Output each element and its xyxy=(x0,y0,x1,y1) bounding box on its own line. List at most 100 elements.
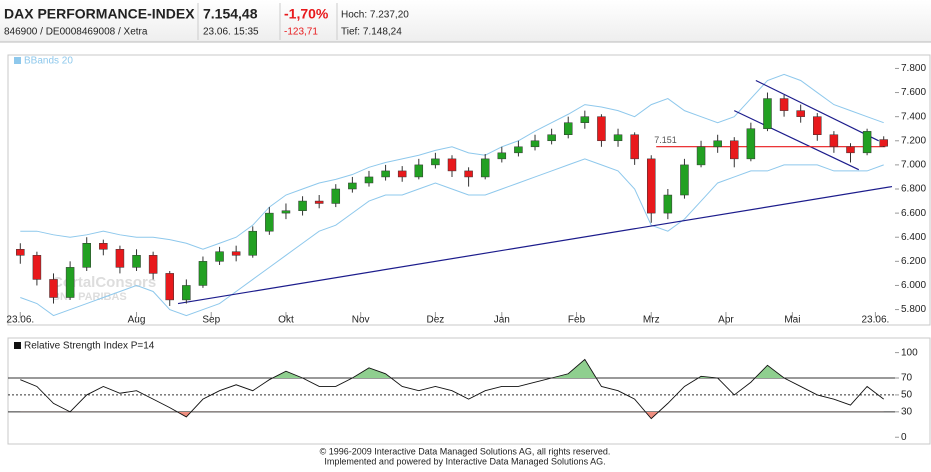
x-tick-label: Okt xyxy=(278,315,294,326)
candle-body xyxy=(265,212,274,232)
bollinger-band xyxy=(20,158,884,317)
y-tick-label: 5.800 xyxy=(901,304,926,315)
watermark: CortalConsors xyxy=(52,274,156,291)
candle-body xyxy=(846,146,855,154)
y-tick-label: 30 xyxy=(901,406,913,417)
candle-body xyxy=(198,261,208,286)
candle-body xyxy=(862,131,872,154)
x-tick-label: Aug xyxy=(128,315,146,326)
candle-body xyxy=(414,164,424,178)
legend-swatch xyxy=(14,342,21,349)
candle-body xyxy=(613,134,623,142)
candle-body xyxy=(680,164,689,196)
candle-body xyxy=(779,98,789,111)
candle-body xyxy=(148,255,158,274)
x-tick-label: Sep xyxy=(202,315,220,326)
candle-body xyxy=(397,170,407,178)
candle-body xyxy=(563,122,573,135)
candle-body xyxy=(696,146,706,166)
candle-body xyxy=(99,243,108,250)
candle-body xyxy=(364,176,374,184)
candle-body xyxy=(796,110,805,117)
horizontal-line-label: 7.151 xyxy=(654,135,677,145)
x-tick-label: Apr xyxy=(718,315,734,326)
candle-body xyxy=(447,158,457,172)
time: 23.06. 15:35 xyxy=(203,27,259,38)
legend-swatch xyxy=(14,57,21,64)
candle-body xyxy=(480,158,490,178)
candle-body xyxy=(16,249,25,256)
header-bar xyxy=(0,0,931,42)
price: 7.154,48 xyxy=(203,6,258,22)
candle-body xyxy=(597,116,606,142)
x-tick-label: Dez xyxy=(426,315,444,326)
candle-body xyxy=(381,170,390,178)
candle-body xyxy=(663,194,673,214)
high: Hoch: 7.237,20 xyxy=(341,10,409,21)
candle-body xyxy=(746,128,756,160)
candle-body xyxy=(763,98,772,129)
y-tick-label: 7.800 xyxy=(901,63,926,74)
x-tick-label: 23.06. xyxy=(6,315,34,326)
y-tick-label: 6.200 xyxy=(901,256,926,267)
y-tick-label: 7.400 xyxy=(901,111,926,122)
change-abs: -123,71 xyxy=(284,27,318,38)
y-tick-label: 7.200 xyxy=(901,135,926,146)
trendline xyxy=(177,185,893,305)
y-tick-label: 50 xyxy=(901,390,913,401)
candle-body xyxy=(314,200,324,204)
footer: © 1996-2009 Interactive Data Managed Sol… xyxy=(320,446,611,456)
candle-body xyxy=(464,170,473,178)
candle-body xyxy=(132,255,141,268)
y-tick-label: 6.400 xyxy=(901,232,926,243)
candle-body xyxy=(713,140,722,148)
candle-body xyxy=(331,188,341,204)
y-tick-label: 6.600 xyxy=(901,208,926,219)
trendline xyxy=(755,79,879,142)
y-tick-label: 0 xyxy=(901,432,907,443)
candle-body xyxy=(829,134,839,148)
candle-body xyxy=(215,251,224,262)
x-tick-label: Mai xyxy=(784,315,800,326)
subtitle: 846900 / DE0008469008 / Xetra xyxy=(4,27,148,38)
candle-body xyxy=(497,152,507,160)
change-pct: -1,70% xyxy=(284,6,329,22)
y-tick-label: 100 xyxy=(901,347,918,358)
candle-body xyxy=(115,249,125,268)
candle-body xyxy=(32,255,42,280)
candle-body xyxy=(547,134,556,142)
trendline xyxy=(734,110,860,171)
footer: Implemented and powered by Interactive D… xyxy=(324,456,605,466)
candle-body xyxy=(281,210,291,214)
legend-label: Relative Strength Index P=14 xyxy=(24,341,155,352)
candle-body xyxy=(530,140,540,148)
price-panel xyxy=(7,54,931,326)
candle-body xyxy=(49,279,58,298)
x-tick-label: 23.06. xyxy=(861,315,889,326)
candle-body xyxy=(730,140,739,160)
candle-body xyxy=(82,243,91,268)
y-tick-label: 6.800 xyxy=(901,184,926,195)
candle-body xyxy=(630,134,639,160)
candle-body xyxy=(165,273,174,301)
x-tick-label: Feb xyxy=(568,315,586,326)
candle-body xyxy=(231,251,241,256)
candle-body xyxy=(813,116,822,135)
y-tick-label: 6.000 xyxy=(901,280,926,291)
candle-body xyxy=(298,200,307,211)
candle-body xyxy=(879,139,888,147)
candle-body xyxy=(65,267,75,298)
title: DAX PERFORMANCE-INDEX xyxy=(4,6,195,22)
x-tick-label: Jan xyxy=(494,315,510,326)
bollinger-band xyxy=(20,73,884,250)
rsi-line xyxy=(20,358,884,420)
y-tick-label: 7.000 xyxy=(901,160,926,171)
x-tick-label: Nov xyxy=(352,315,370,326)
x-tick-label: Mrz xyxy=(643,315,660,326)
candle-body xyxy=(348,182,357,190)
candle-body xyxy=(431,158,440,166)
legend-label: BBands 20 xyxy=(24,56,73,67)
y-tick-label: 70 xyxy=(901,373,913,384)
